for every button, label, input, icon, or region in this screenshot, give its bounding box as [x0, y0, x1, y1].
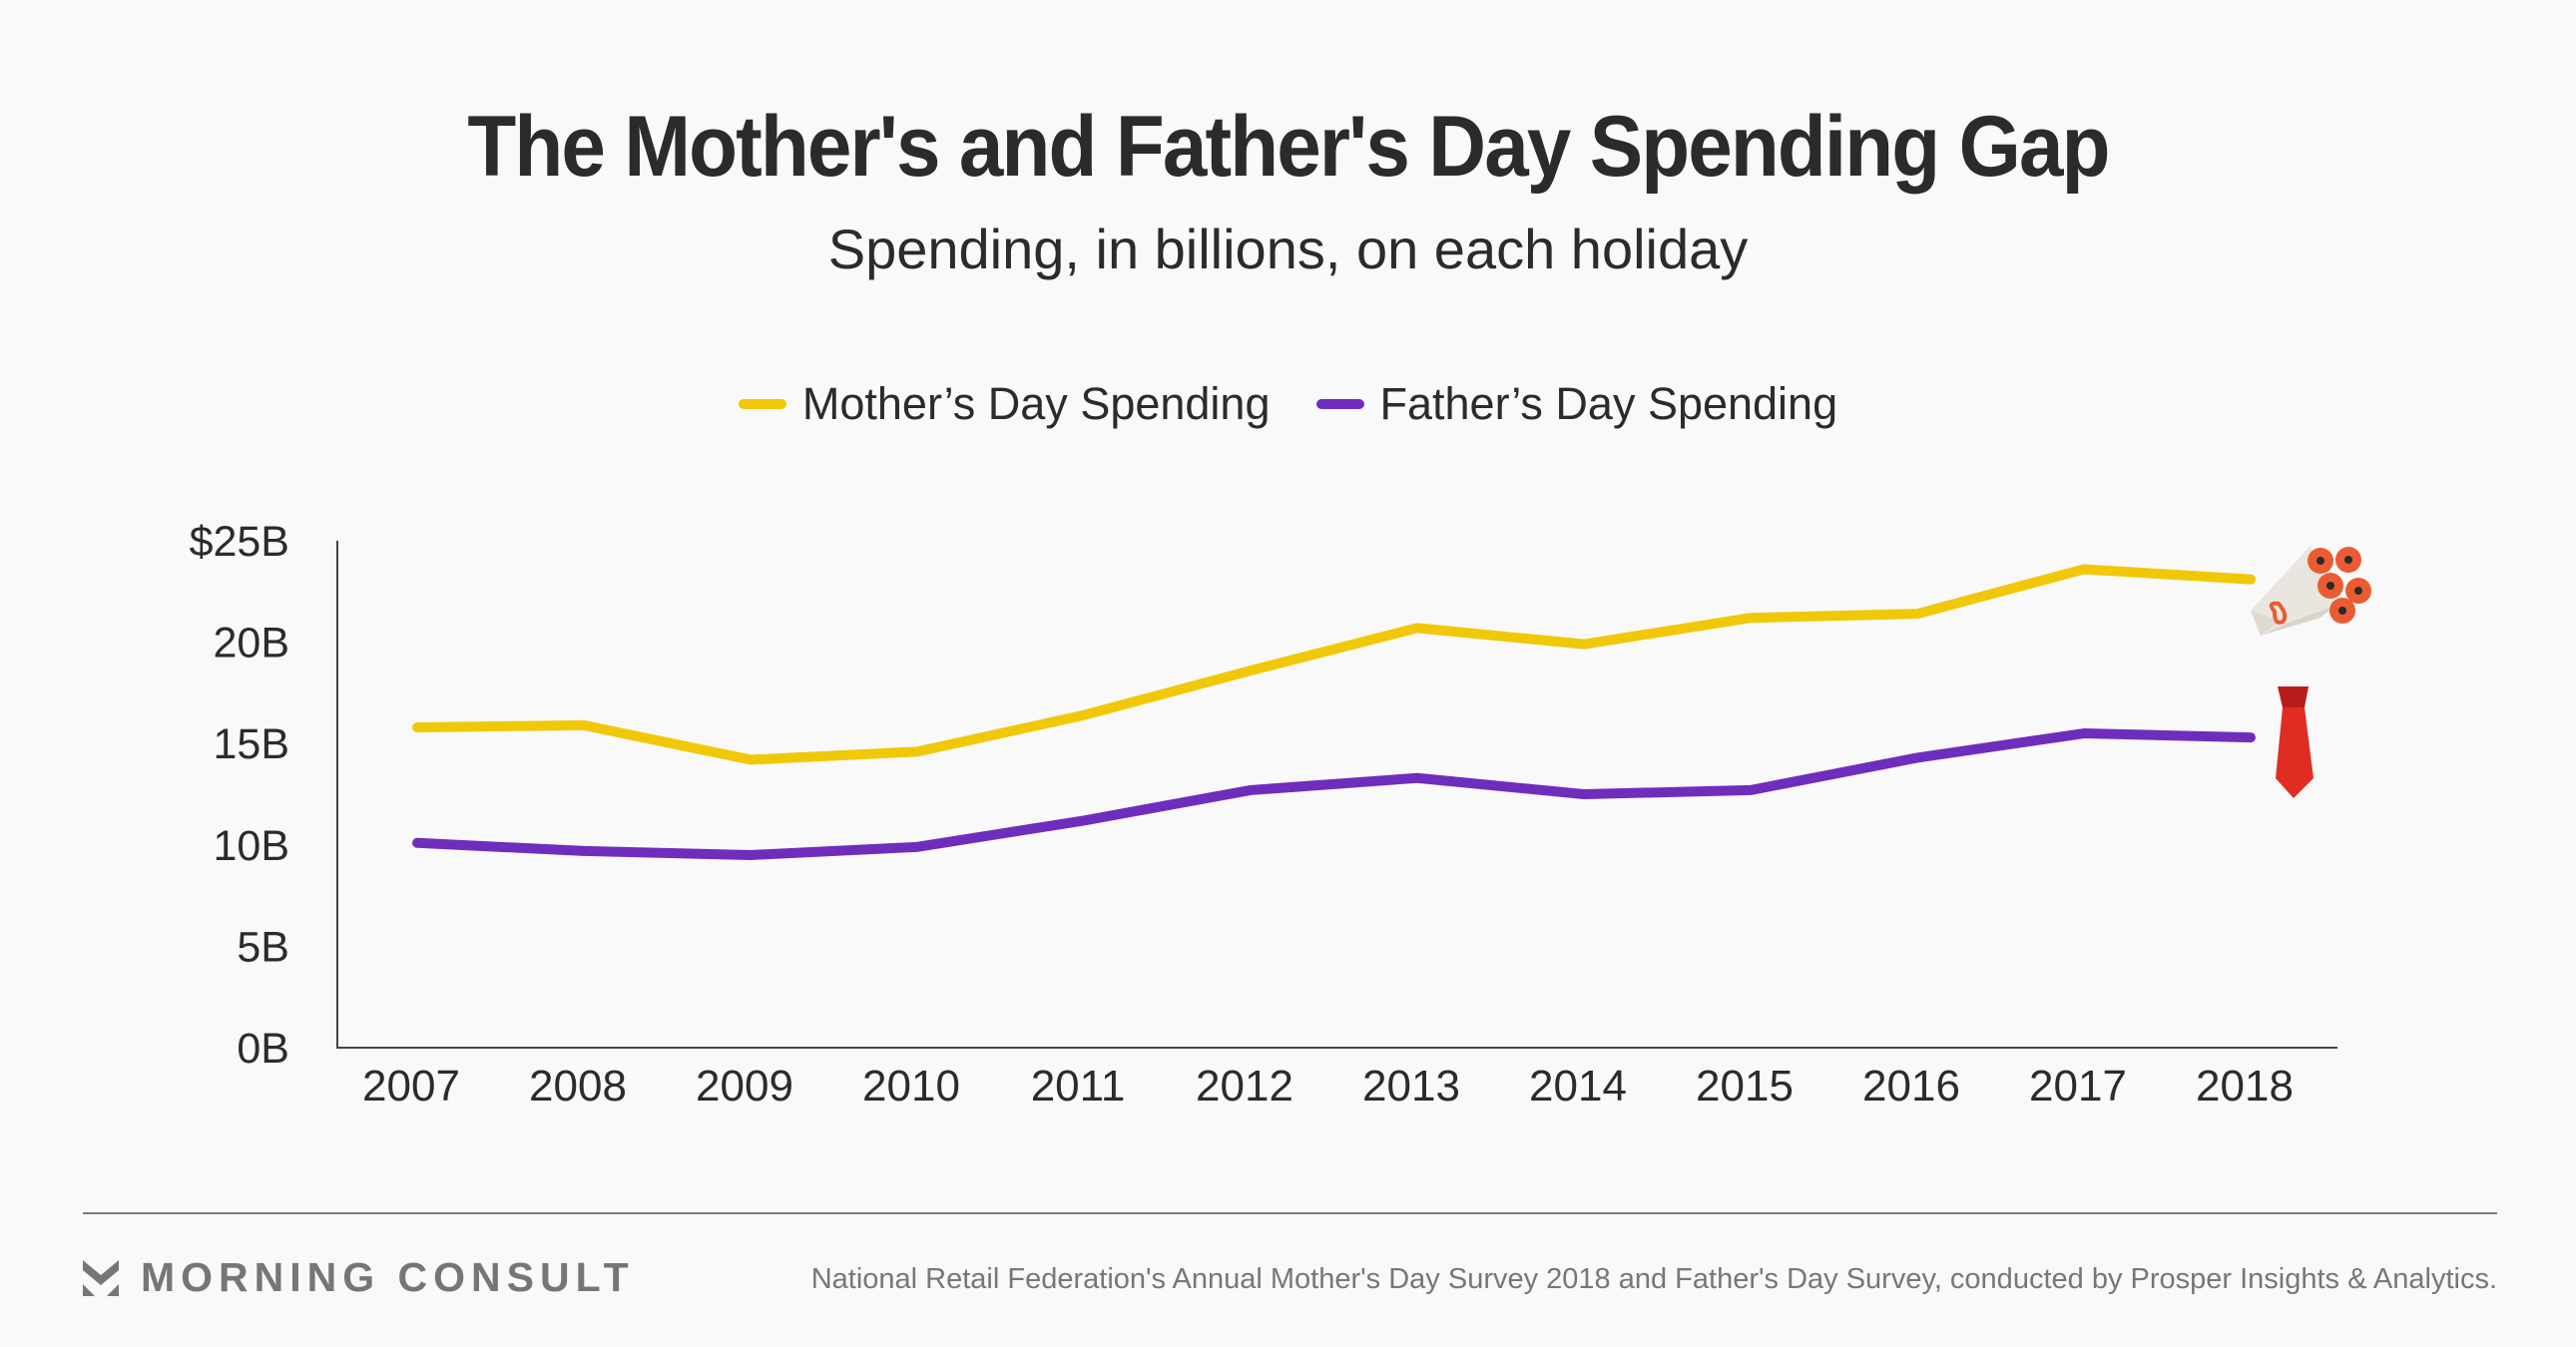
legend: Mother’s Day Spending Father’s Day Spend…	[0, 381, 2576, 426]
y-tick-label: 15B	[213, 720, 289, 768]
legend-item-fathers-day: Father’s Day Spending	[1315, 378, 1838, 429]
legend-item-mothers-day: Mother’s Day Spending	[738, 378, 1271, 429]
y-tick-label: 0B	[237, 1025, 289, 1073]
x-tick-label: 2007	[362, 1062, 460, 1111]
x-tick-label: 2010	[862, 1062, 960, 1111]
legend-swatch-fathers-day	[1315, 398, 1364, 409]
brand-name: MORNING CONSULT	[141, 1254, 635, 1300]
y-tick-label: 10B	[213, 822, 289, 870]
fathers-day-series-line	[412, 728, 2256, 860]
x-tick-label: 2013	[1362, 1062, 1460, 1111]
x-tick-label: 2018	[2196, 1062, 2294, 1111]
brand-logo: MORNING CONSULT	[83, 1257, 635, 1298]
chart-title: The Mother's and Father's Day Spending G…	[467, 99, 2110, 195]
x-tick-label: 2015	[1696, 1062, 1794, 1111]
y-tick-label: 20B	[213, 620, 289, 668]
mothers-day-series-line	[412, 564, 2256, 765]
line-chart: 0B 5B 10B 15B 20B $25B 2007 2008 2009 2010 2011 20…	[190, 518, 2371, 1111]
x-tick-label: 2016	[1862, 1062, 1960, 1111]
x-tick-label: 2017	[2029, 1062, 2127, 1111]
y-tick-label: $25B	[190, 518, 289, 566]
source-note: National Retail Federation's Annual Moth…	[810, 1263, 2497, 1295]
necktie-icon	[2276, 686, 2314, 798]
footer-divider	[83, 1212, 2497, 1214]
legend-label-fathers-day: Father’s Day Spending	[1379, 378, 1838, 429]
x-tick-label: 2014	[1529, 1062, 1627, 1111]
legend-swatch-mothers-day	[738, 398, 786, 409]
flower-bouquet-icon	[2251, 546, 2371, 636]
x-tick-label: 2009	[696, 1062, 793, 1111]
x-tick-label: 2011	[1031, 1062, 1126, 1111]
morning-consult-logo-icon	[83, 1259, 119, 1296]
y-tick-label: 5B	[237, 923, 289, 971]
x-tick-label: 2012	[1196, 1062, 1293, 1111]
x-tick-label: 2008	[529, 1062, 627, 1111]
chart-subtitle: Spending, in billions, on each holiday	[827, 218, 1749, 280]
legend-label-mothers-day: Mother’s Day Spending	[801, 378, 1271, 429]
